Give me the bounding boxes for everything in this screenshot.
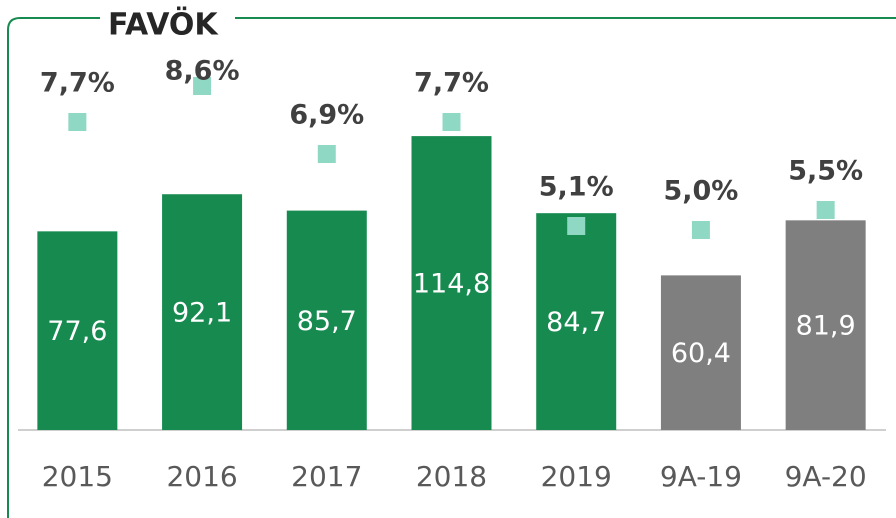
x-tick-label: 2019 (541, 460, 612, 493)
marker-value-label: 7,7% (414, 68, 489, 99)
x-tick-label: 2015 (42, 460, 113, 493)
marker-value-label: 8,6% (165, 56, 240, 87)
marker (567, 217, 586, 235)
bar (37, 231, 118, 430)
marker-value-label: 5,1% (539, 172, 614, 203)
x-tick-label: 2016 (166, 460, 237, 493)
chart-title: FAVÖK (108, 6, 219, 43)
marker-value-label: 7,7% (40, 68, 115, 99)
bar (660, 275, 741, 430)
marker-value-label: 5,5% (788, 156, 863, 187)
marker (816, 201, 835, 219)
marker-value-label: 5,0% (663, 176, 738, 207)
marker (442, 113, 461, 131)
marker (193, 77, 212, 95)
bar-value-label: 85,7 (297, 306, 357, 337)
bar-value-label: 60,4 (671, 338, 731, 369)
bar-value-label: 114,8 (413, 269, 490, 300)
bar (785, 220, 866, 430)
bar-value-label: 92,1 (172, 298, 232, 329)
bar (162, 194, 243, 430)
bar (411, 136, 492, 430)
x-tick-label: 9A-20 (785, 460, 867, 493)
marker-value-label: 6,9% (289, 100, 364, 131)
bar (536, 213, 617, 430)
marker (317, 145, 336, 163)
marker (691, 221, 710, 239)
x-tick-label: 2017 (291, 460, 362, 493)
frame (7, 17, 896, 518)
bar-value-label: 77,6 (47, 316, 107, 347)
marker (68, 113, 87, 131)
bar (286, 210, 367, 430)
bar-value-label: 81,9 (796, 311, 856, 342)
x-tick-label: 9A-19 (660, 460, 742, 493)
x-tick-label: 2018 (416, 460, 487, 493)
bar-value-label: 84,7 (546, 307, 606, 338)
